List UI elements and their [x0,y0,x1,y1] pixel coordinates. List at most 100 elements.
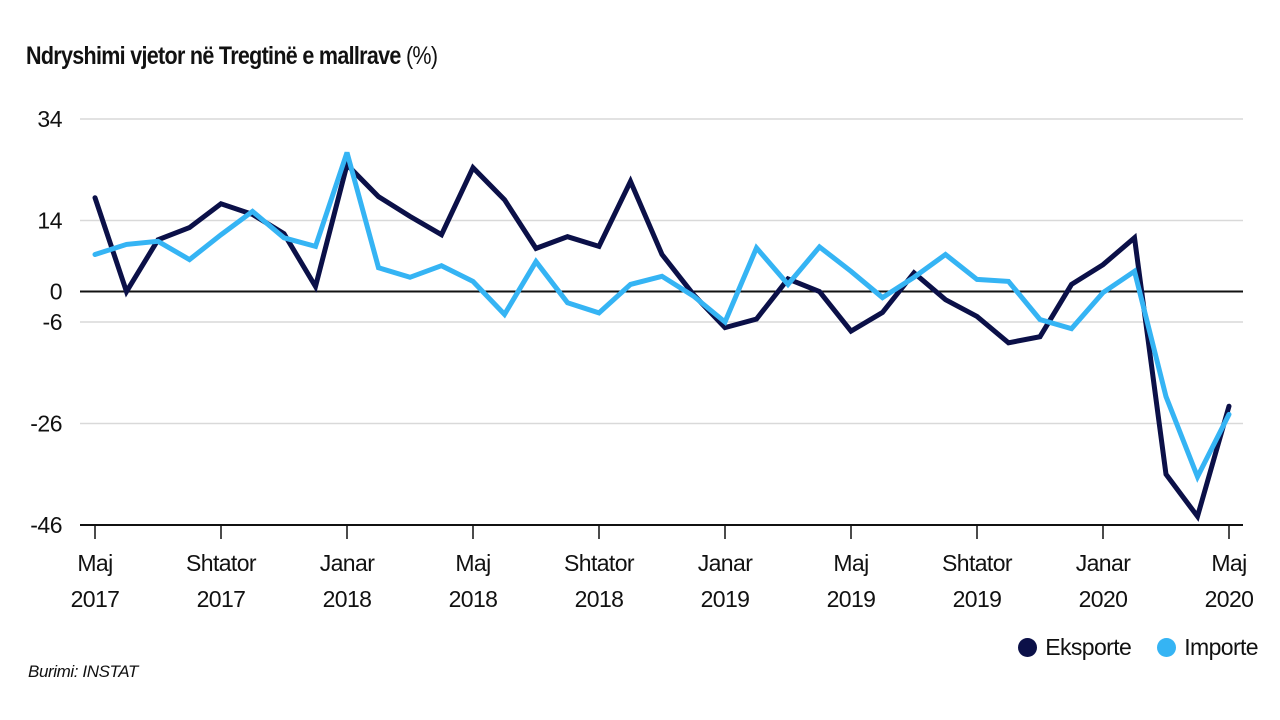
data-point-imports [943,252,948,257]
x-tick-label-month: Janar [1076,550,1131,576]
data-point-imports [408,275,413,280]
data-point-exports [975,314,980,319]
data-point-exports [628,179,633,184]
y-tick-label: 14 [37,208,62,234]
data-point-exports [1101,262,1106,267]
data-point-exports [219,201,224,206]
data-point-exports [1132,235,1137,240]
data-point-exports [313,284,318,289]
data-point-imports [439,263,444,268]
x-tick-label-year: 2018 [449,586,498,612]
data-point-imports [187,257,192,262]
data-point-imports [817,244,822,249]
data-point-exports [1006,340,1011,345]
legend-item-imports[interactable]: Importe [1157,634,1259,661]
data-point-exports [124,289,129,294]
x-tick-label-month: Shtator [186,550,257,576]
x-tick-label-year: 2017 [197,586,246,612]
data-point-exports [471,165,476,170]
data-point-exports [723,325,728,330]
data-point-imports [691,294,696,299]
data-point-imports [1164,394,1169,399]
x-tick-label-year: 2020 [1079,586,1128,612]
data-point-imports [786,282,791,287]
data-point-imports [1038,317,1043,322]
data-point-exports [408,214,413,219]
data-point-exports [93,195,98,200]
data-point-imports [1069,326,1074,331]
data-point-imports [1195,474,1200,479]
legend-label-imports: Importe [1184,634,1258,660]
data-point-exports [943,297,948,302]
y-axis-ticks: 34 14 0 -6 -26 -46 [30,106,63,538]
x-tick-label-month: Janar [320,550,375,576]
data-point-imports [849,269,854,274]
data-point-imports [502,312,507,317]
x-axis: Maj 2017 Shtator 2017 Janar 2018 Maj 2018 Shtato… [71,525,1254,612]
x-tick-label-month: Shtator [564,550,635,576]
data-point-exports [376,194,381,199]
data-point-imports [723,320,728,325]
data-point-exports [597,244,602,249]
data-point-exports [187,225,192,230]
data-point-exports [660,252,665,257]
data-point-imports [471,279,476,284]
data-point-imports [1227,412,1232,417]
data-point-imports [124,242,129,247]
y-tick-label: 34 [37,106,62,132]
legend-item-exports[interactable]: Eksporte [1018,634,1132,661]
y-tick-label: -26 [30,411,62,437]
source-note: Burimi: INSTAT [28,662,138,681]
legend: Eksporte Importe [1018,634,1259,661]
x-tick-label-month: Maj [455,550,490,576]
x-tick-label-year: 2018 [575,586,624,612]
data-point-exports [880,310,885,315]
data-point-imports [754,245,759,250]
data-point-exports [1164,472,1169,477]
imports-dot-icon [1157,638,1177,657]
data-point-imports [912,275,917,280]
chart-title-text: Ndryshimi vjetor në Tregtinë e mallrave [26,42,401,70]
gridlines [80,118,1243,526]
data-point-exports [534,246,539,251]
x-tick-label-month: Maj [833,550,868,576]
series-line-exports [92,159,1232,522]
data-point-exports [1038,334,1043,339]
x-tick-label-year: 2018 [323,586,372,612]
data-point-imports [628,282,633,287]
data-point-imports [219,232,224,237]
data-point-imports [1006,279,1011,284]
chart-title-unit: (%) [405,42,438,70]
legend-label-exports: Eksporte [1045,634,1132,660]
exports-dot-icon [1018,638,1038,657]
data-point-imports [880,295,885,300]
x-tick-label-month: Maj [77,550,112,576]
data-point-imports [282,235,287,240]
data-point-imports [250,209,255,214]
data-point-exports [565,234,570,239]
data-point-imports [660,274,665,279]
data-point-exports [1227,404,1232,409]
x-tick-label-year: 2020 [1205,586,1254,612]
data-point-exports [1195,514,1200,519]
data-point-imports [597,310,602,315]
x-tick-label-month: Shtator [942,550,1013,576]
data-point-imports [156,239,161,244]
x-tick-label-month: Janar [698,550,753,576]
y-tick-label: -6 [43,309,62,335]
x-tick-label-year: 2019 [953,586,1002,612]
data-point-imports [93,252,98,257]
chart-title: Ndryshimi vjetor në Tregtinë e mallrave … [26,42,438,71]
data-point-exports [439,232,444,237]
data-point-imports [376,265,381,270]
data-point-exports [502,197,507,202]
data-point-exports [754,316,759,321]
x-tick-label-month: Maj [1211,550,1246,576]
y-tick-label: -46 [30,512,62,538]
data-point-exports [849,329,854,334]
data-point-exports [1069,282,1074,287]
x-tick-label-year: 2019 [827,586,876,612]
y-tick-label: 0 [50,279,62,305]
data-point-imports [1101,290,1106,295]
